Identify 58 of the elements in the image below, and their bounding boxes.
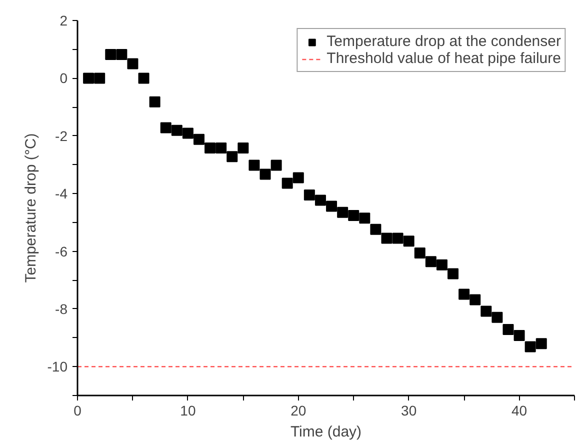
y-tick-label: -10: [47, 358, 68, 375]
point: [514, 330, 525, 341]
x-axis-title: Time (day): [290, 424, 362, 440]
legend-label: Threshold value of heat pipe failure: [326, 50, 561, 67]
point: [470, 294, 481, 306]
point: [403, 236, 414, 247]
point: [160, 122, 172, 134]
y-tick-label: -8: [55, 300, 68, 317]
point: [127, 58, 138, 70]
point: [492, 312, 503, 323]
point: [204, 142, 216, 154]
point: [226, 151, 238, 162]
x-tick-label: 30: [401, 402, 417, 418]
point: [502, 324, 514, 335]
point: [425, 256, 436, 268]
point: [282, 178, 293, 189]
point: [524, 341, 536, 352]
point: [216, 142, 227, 154]
point: [414, 248, 426, 258]
x-tick-label: 20: [290, 402, 306, 418]
point: [83, 72, 94, 84]
point: [359, 212, 370, 224]
point: [193, 134, 204, 145]
point: [248, 160, 260, 171]
point: [536, 338, 547, 350]
y-tick-label: -6: [55, 243, 68, 260]
point: [116, 49, 128, 60]
point: [238, 142, 249, 154]
point: [458, 288, 470, 300]
x-tick-label: 0: [74, 402, 82, 418]
point: [260, 168, 271, 180]
point: [105, 49, 116, 60]
point: [480, 306, 492, 317]
point: [171, 124, 182, 136]
point: [149, 96, 160, 108]
point: [314, 194, 326, 206]
y-axis-title: Temperature drop (°C): [22, 133, 40, 283]
point: [370, 224, 382, 235]
y-tick-label: -2: [55, 128, 68, 144]
point: [436, 259, 448, 270]
x-tick-label: 10: [180, 402, 196, 418]
point: [270, 160, 282, 171]
point: [348, 210, 360, 221]
point: [182, 128, 194, 139]
point: [381, 232, 392, 244]
point: [448, 268, 459, 280]
legend-label: Temperature drop at the condenser: [326, 33, 561, 50]
point: [392, 232, 404, 244]
point: [337, 206, 348, 218]
x-tick-label: 40: [511, 402, 528, 418]
point: [304, 190, 315, 201]
y-tick-label: 0: [60, 70, 68, 86]
point: [94, 72, 106, 84]
point: [292, 172, 304, 184]
point: [138, 72, 150, 84]
y-tick-label: -4: [55, 186, 68, 202]
point: [326, 200, 338, 212]
y-tick-label: 2: [60, 12, 68, 28]
